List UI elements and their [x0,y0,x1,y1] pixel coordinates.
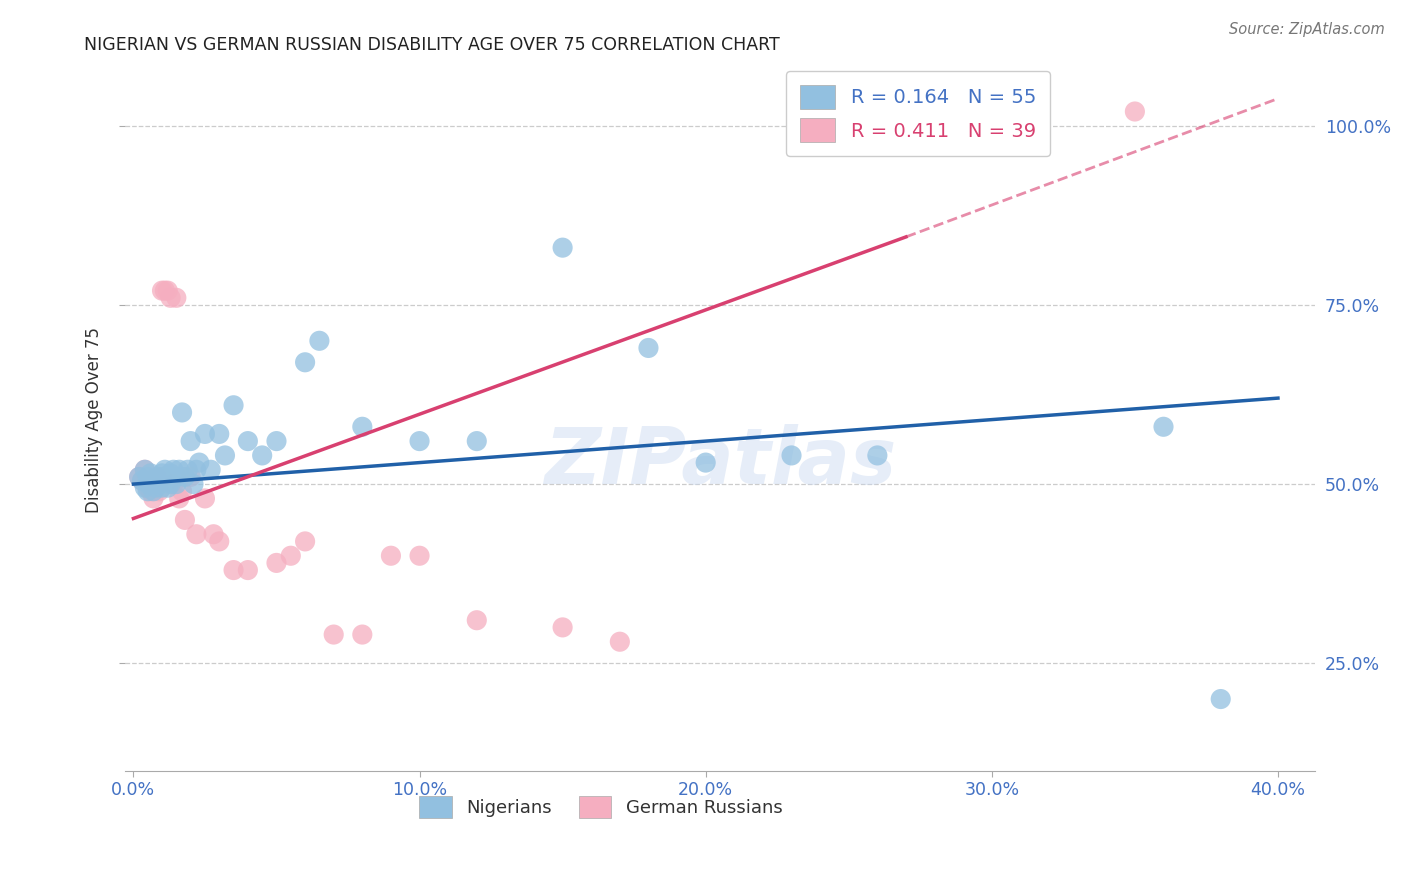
Point [139,484,162,499]
Point [139,467,162,481]
Point [167,463,190,477]
Point [408,549,430,563]
Point [866,449,889,463]
Point [142,491,165,506]
Point [148,484,170,499]
Point [188,456,211,470]
Point [183,477,205,491]
Text: Source: ZipAtlas.com: Source: ZipAtlas.com [1229,22,1385,37]
Point [236,563,259,577]
Point [134,463,156,477]
Text: NIGERIAN VS GERMAN RUSSIAN DISABILITY AGE OVER 75 CORRELATION CHART: NIGERIAN VS GERMAN RUSSIAN DISABILITY AG… [84,36,780,54]
Point [150,470,173,484]
Point [159,477,181,491]
Point [294,534,316,549]
Point [250,449,273,463]
Point [134,481,156,495]
Point [609,634,631,648]
Point [128,470,150,484]
Point [150,467,173,481]
Point [148,477,170,491]
Point [194,491,217,506]
Point [145,477,167,491]
Point [162,463,184,477]
Point [136,484,159,499]
Point [142,477,165,491]
Point [352,627,374,641]
Point [150,481,173,495]
Point [128,470,150,484]
Point [156,284,179,298]
Point [174,513,197,527]
Point [145,470,167,484]
Point [174,470,197,484]
Point [1153,419,1175,434]
Point [194,426,217,441]
Point [177,463,200,477]
Point [134,463,156,477]
Point [222,563,245,577]
Point [156,481,179,495]
Point [408,434,430,449]
Y-axis label: Disability Age Over 75: Disability Age Over 75 [86,326,103,513]
Point [280,549,302,563]
Point [465,434,488,449]
Point [165,470,187,484]
Point [170,484,193,499]
Point [208,534,231,549]
Point [308,334,330,348]
Point [153,470,176,484]
Point [266,434,288,449]
Point [150,284,173,298]
Point [162,477,184,491]
Point [131,474,153,488]
Point [139,474,162,488]
Point [551,241,574,255]
Point [150,474,173,488]
Point [167,491,190,506]
Point [145,474,167,488]
Point [136,477,159,491]
Text: ZIPatlas: ZIPatlas [544,424,896,500]
Point [136,470,159,484]
Point [142,484,165,499]
Point [156,474,179,488]
Point [322,627,344,641]
Point [136,477,159,491]
Point [186,463,208,477]
Point [170,405,193,419]
Point [202,527,225,541]
Point [380,549,402,563]
Point [165,477,187,491]
Point [180,470,202,484]
Point [165,291,187,305]
Point [294,355,316,369]
Point [148,470,170,484]
Point [352,419,374,434]
Point [159,291,181,305]
Point [1123,104,1146,119]
Point [200,463,222,477]
Point [637,341,659,355]
Point [551,620,574,634]
Point [131,474,153,488]
Point [266,556,288,570]
Point [214,449,236,463]
Point [222,398,245,412]
Point [780,449,803,463]
Point [695,456,717,470]
Point [180,434,202,449]
Point [1209,692,1232,706]
Point [186,527,208,541]
Point [465,613,488,627]
Point [145,481,167,495]
Point [139,474,162,488]
Point [153,284,176,298]
Point [136,481,159,495]
Legend: Nigerians, German Russians: Nigerians, German Russians [412,789,790,825]
Point [208,426,231,441]
Point [159,467,181,481]
Point [236,434,259,449]
Point [153,463,176,477]
